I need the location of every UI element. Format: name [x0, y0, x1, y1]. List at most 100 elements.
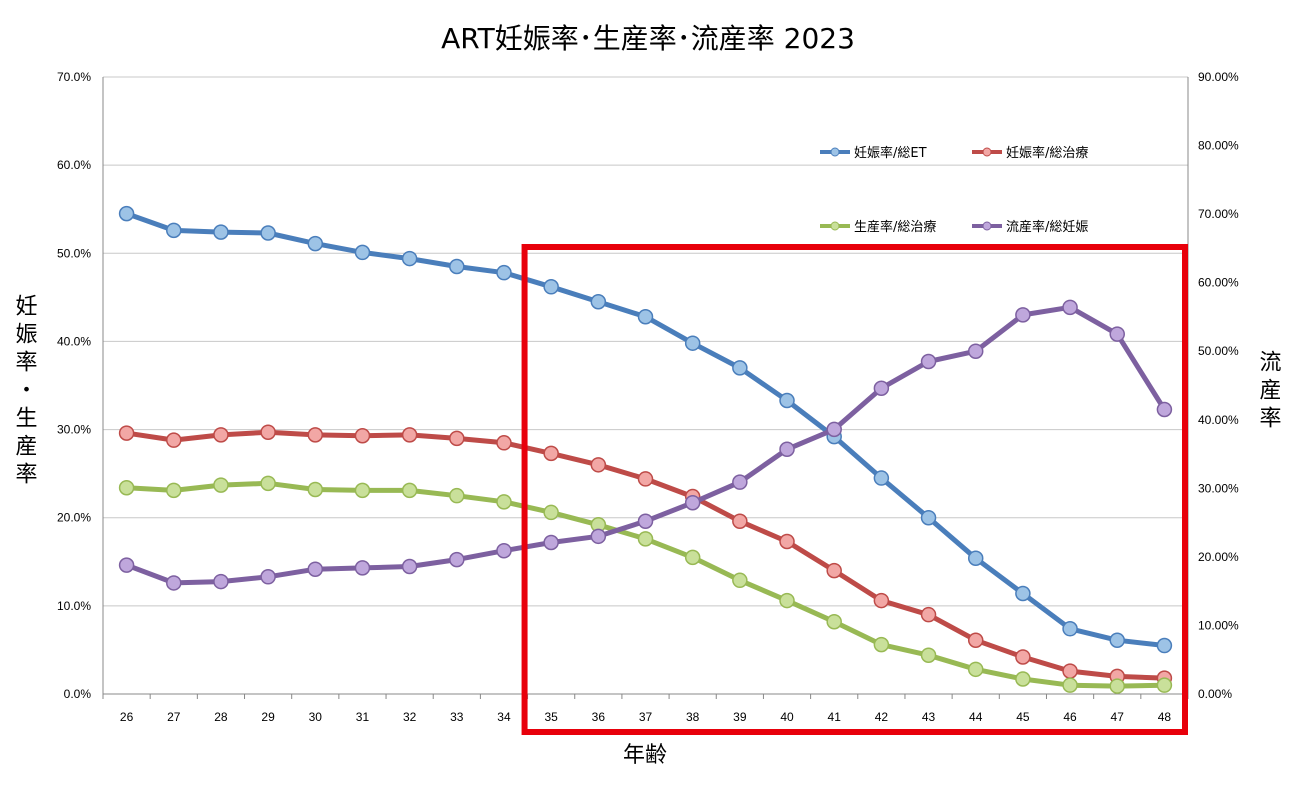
data-point [732, 513, 748, 529]
data-point [166, 575, 182, 591]
data-point [118, 479, 135, 496]
y-right-tick-label: 30.00% [1198, 481, 1239, 495]
chart-title: ART妊娠率･生産率･流産率 2023 [441, 22, 855, 55]
x-tick-label: 41 [828, 710, 842, 724]
x-tick-label: 31 [356, 710, 370, 724]
data-point [543, 445, 559, 462]
data-point [1156, 677, 1173, 693]
data-point [213, 477, 229, 493]
axes [102, 77, 1189, 699]
data-point [684, 335, 701, 351]
x-tick-label: 43 [922, 710, 936, 724]
data-point [779, 533, 795, 550]
legend-item: 妊娠率/総ET [820, 145, 927, 161]
data-point [496, 435, 512, 451]
series-layer [118, 205, 1173, 694]
data-point [449, 487, 465, 504]
y-axis-title-left: 妊娠率・生産率 [12, 294, 38, 490]
x-tick-label: 39 [733, 710, 747, 724]
data-point [873, 636, 890, 653]
data-point [1062, 299, 1078, 316]
data-point [590, 457, 607, 473]
x-tick-label: 37 [639, 710, 653, 724]
x-tick-label: 38 [686, 710, 700, 724]
data-point [637, 531, 654, 547]
data-point [543, 504, 559, 521]
data-point [967, 550, 984, 567]
data-point [873, 592, 890, 609]
x-tick-label: 36 [592, 710, 606, 724]
legend-swatch-marker [982, 221, 992, 231]
data-point [826, 613, 842, 630]
data-point [307, 481, 324, 498]
legend-label: 妊娠率/総ET [854, 145, 927, 161]
data-point [213, 573, 229, 590]
legend-label: 流産率/総妊娠 [1006, 219, 1088, 235]
x-tick-label: 42 [875, 710, 889, 724]
gridlines [103, 76, 1188, 607]
data-point [543, 279, 559, 295]
data-point [166, 482, 182, 499]
y-left-tick-labels: 0.0% 10.0% 20.0% 30.0% 40.0% 50.0% 60.0% 70.0% [57, 70, 91, 701]
data-point [401, 558, 418, 575]
y-right-tick-label: 60.00% [1198, 276, 1239, 290]
x-tick-label: 47 [1111, 710, 1125, 724]
y-left-tick-label: 50.0% [57, 246, 91, 260]
series-3 [118, 475, 1173, 694]
data-point [1109, 632, 1125, 648]
data-point [401, 250, 418, 267]
data-point [920, 353, 937, 370]
data-point [496, 264, 512, 281]
y-right-tick-label: 50.00% [1198, 344, 1239, 358]
y-left-tick-label: 30.0% [57, 423, 91, 437]
x-tick-label: 27 [167, 710, 181, 724]
data-point [354, 427, 371, 444]
legend-swatch-marker [830, 221, 840, 231]
data-point [826, 562, 842, 579]
data-point [967, 661, 984, 678]
y-left-tick-label: 60.0% [57, 158, 91, 172]
data-point [826, 421, 842, 438]
data-point [920, 606, 937, 623]
data-point [637, 513, 654, 529]
x-tick-label: 48 [1158, 710, 1172, 724]
y-right-tick-label: 20.00% [1198, 550, 1239, 564]
data-point [1109, 678, 1125, 694]
y-left-tick-label: 70.0% [57, 70, 91, 84]
data-point [496, 542, 512, 559]
data-point [213, 224, 229, 240]
x-tick-labels: 26 27 28 29 30 31 32 33 34 35 36 37 38 39 40 41 42 43 44 45… [120, 710, 1172, 724]
data-point [590, 294, 607, 310]
data-point [449, 430, 465, 447]
data-point [732, 474, 748, 490]
data-point [779, 392, 795, 409]
data-point [118, 557, 135, 573]
data-point [967, 343, 984, 359]
data-point [496, 494, 512, 510]
data-point [1062, 677, 1078, 693]
data-point [732, 360, 748, 376]
data-point [307, 427, 324, 443]
data-point [543, 534, 559, 551]
data-point [873, 470, 890, 486]
legend-item: 生産率/総治療 [820, 219, 936, 235]
x-tick-label: 35 [544, 710, 558, 724]
data-point [967, 632, 984, 648]
legend-swatch-marker [830, 147, 840, 157]
series-4 [118, 299, 1173, 591]
data-point [1015, 307, 1031, 323]
data-point [1156, 637, 1173, 654]
y-right-tick-label: 40.00% [1198, 413, 1239, 427]
data-point [307, 561, 324, 577]
data-point [779, 441, 795, 458]
data-point [260, 225, 276, 241]
data-point [354, 244, 371, 261]
y-left-tick-label: 0.0% [64, 687, 92, 701]
data-point [684, 494, 701, 511]
legend-label: 生産率/総治療 [854, 219, 936, 235]
data-point [260, 424, 276, 440]
y-left-tick-label: 40.0% [57, 334, 91, 348]
data-point [637, 471, 654, 487]
